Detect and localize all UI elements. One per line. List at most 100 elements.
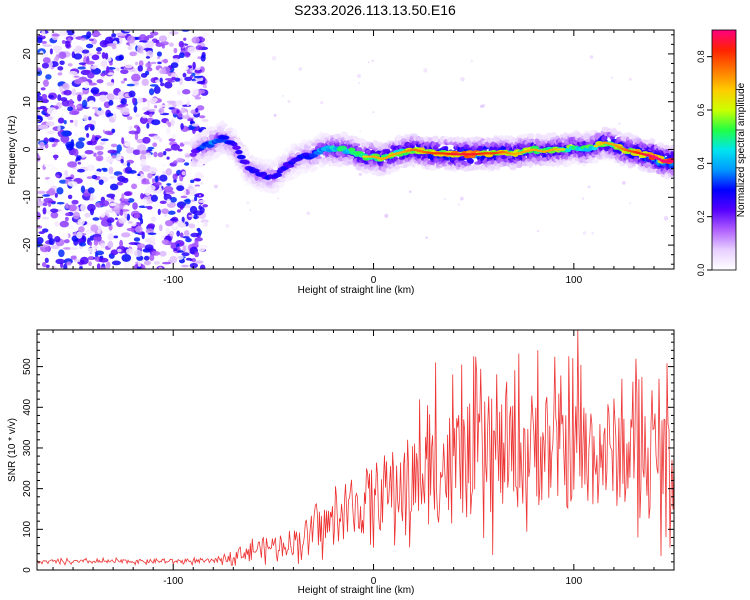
spectrogram-y-tick-label: 20 <box>22 48 33 60</box>
ridge-halo <box>404 162 410 167</box>
noise-speckle <box>182 235 190 239</box>
noise-speckle <box>123 191 132 196</box>
noise-speckle <box>59 85 64 93</box>
ridge-halo <box>245 151 250 157</box>
sparse-speckle <box>320 101 324 105</box>
noise-speckle <box>137 65 144 72</box>
noise-speckle <box>42 194 51 197</box>
noise-speckle <box>131 73 141 82</box>
noise-speckle <box>81 49 90 54</box>
ridge-halo <box>411 162 416 168</box>
noise-speckle <box>55 258 65 265</box>
ridge-peak <box>593 144 599 148</box>
noise-speckle <box>191 123 200 127</box>
noise-speckle <box>105 198 115 202</box>
noise-speckle <box>75 92 85 97</box>
noise-speckle <box>125 248 134 255</box>
noise-speckle <box>71 199 79 205</box>
noise-speckle <box>169 230 175 237</box>
noise-speckle <box>37 190 46 195</box>
noise-speckle <box>194 172 204 180</box>
noise-speckle <box>100 72 106 77</box>
spectrogram-marks <box>37 30 674 269</box>
noise-speckle <box>61 40 66 45</box>
noise-speckle <box>144 244 154 251</box>
noise-speckle <box>73 61 78 70</box>
noise-speckle <box>106 193 116 198</box>
noise-speckle <box>79 256 89 265</box>
noise-speckle <box>188 223 196 229</box>
noise-speckle <box>89 197 94 201</box>
noise-speckle <box>61 130 71 137</box>
ridge-halo <box>209 126 215 131</box>
noise-speckle <box>109 175 115 180</box>
noise-speckle <box>166 156 170 160</box>
noise-speckle <box>129 51 137 57</box>
noise-speckle <box>191 199 196 202</box>
noise-speckle <box>147 146 155 150</box>
noise-speckle <box>99 40 109 48</box>
noise-speckle <box>176 201 187 209</box>
noise-speckle <box>187 46 197 54</box>
noise-speckle <box>47 188 56 196</box>
snr-ylabel: SNR (10 * v/v) <box>7 418 18 482</box>
noise-speckle <box>143 260 152 266</box>
noise-speckle <box>107 240 114 249</box>
sparse-speckle <box>582 231 587 235</box>
noise-speckle <box>175 101 184 106</box>
noise-speckle <box>86 31 92 39</box>
snr-axes: -100 0 100 0 100 200 300 400 500 <box>22 330 675 587</box>
colorbar: 0.0 0.2 0.4 0.6 0.8 Normalized spectral ampl… <box>696 29 747 276</box>
noise-speckle <box>176 89 181 96</box>
noise-speckle <box>76 104 81 109</box>
noise-speckle <box>132 97 136 104</box>
noise-speckle <box>91 106 99 110</box>
noise-speckle <box>194 96 202 100</box>
noise-speckle <box>170 62 179 69</box>
spectrogram-xlabel: Height of straight line (km) <box>298 285 415 296</box>
noise-speckle <box>37 237 44 244</box>
noise-speckle <box>120 69 129 75</box>
noise-speckle <box>51 33 61 37</box>
noise-speckle <box>38 231 45 234</box>
sparse-speckle <box>277 197 280 200</box>
noise-speckle <box>54 221 60 227</box>
noise-speckle <box>37 92 42 97</box>
noise-speckle <box>84 150 94 155</box>
noise-speckle <box>163 193 172 201</box>
noise-speckle <box>55 174 61 179</box>
noise-speckle <box>77 94 82 102</box>
noise-speckle <box>163 213 168 217</box>
sparse-speckle <box>458 203 461 206</box>
ridge-core <box>189 152 197 157</box>
noise-speckle <box>49 48 53 55</box>
noise-speckle <box>116 32 126 37</box>
noise-speckle <box>139 116 148 124</box>
noise-speckle <box>121 137 125 145</box>
noise-speckle <box>67 71 78 76</box>
snr-y-tick-label: 500 <box>22 358 33 375</box>
snr-xlabel: Height of straight line (km) <box>298 585 415 596</box>
noise-speckle <box>166 183 172 186</box>
noise-speckle <box>146 40 155 49</box>
noise-speckle <box>194 251 200 258</box>
noise-speckle <box>133 81 139 86</box>
noise-speckle <box>136 243 146 249</box>
ridge-core <box>284 163 295 168</box>
ridge-halo <box>545 132 552 139</box>
noise-speckle <box>86 141 93 146</box>
noise-speckle <box>140 193 144 200</box>
noise-speckle <box>167 210 176 215</box>
noise-speckle <box>86 132 90 138</box>
noise-speckle <box>96 263 101 269</box>
spectrogram-x-tick-label: -100 <box>163 275 183 286</box>
ridge-peak <box>383 156 388 160</box>
noise-speckle <box>176 157 184 163</box>
noise-speckle <box>42 202 48 207</box>
noise-speckle <box>151 178 156 184</box>
noise-speckle <box>78 226 85 233</box>
noise-speckle <box>154 105 158 109</box>
ridge-halo <box>278 181 284 189</box>
noise-speckle <box>173 222 177 229</box>
sparse-speckle <box>371 59 375 63</box>
